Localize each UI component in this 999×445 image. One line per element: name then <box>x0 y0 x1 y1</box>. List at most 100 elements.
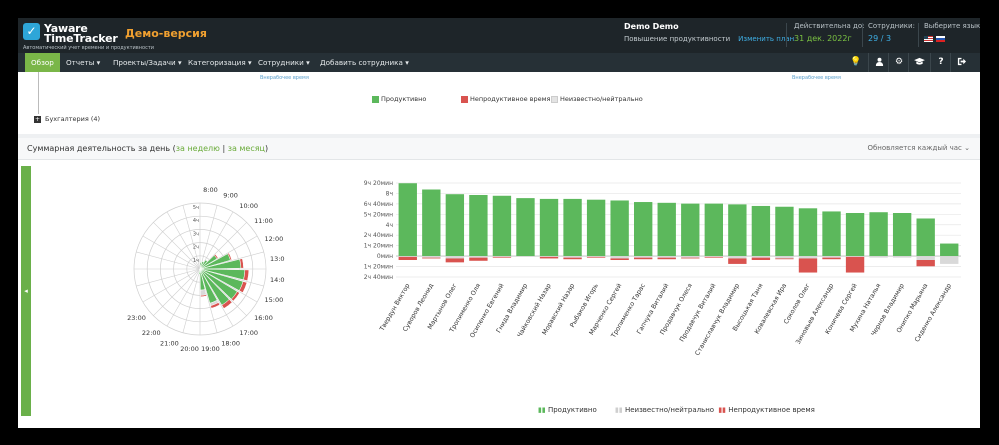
main-nav: Обзор Отчеты ▾ Проекты/Задачи ▾ Категори… <box>18 53 980 72</box>
bar-neutral <box>775 256 794 259</box>
nav-add-employee-label: Добавить сотрудника <box>320 58 403 67</box>
bar-neutral <box>469 256 488 258</box>
nav-add-employee[interactable]: Добавить сотрудника ▾ <box>320 53 409 72</box>
logo[interactable]: ✓ Yaware TimeTracker Автоматический учет… <box>23 21 173 51</box>
bar-unproductive <box>916 260 935 267</box>
bar-neutral <box>398 256 417 257</box>
bar-neutral <box>516 256 535 257</box>
radial-hour-label: 18:00 <box>221 339 240 347</box>
expand-plus-icon[interactable]: + <box>34 115 41 123</box>
bar-neutral <box>704 256 723 257</box>
radial-spoke <box>153 222 201 270</box>
bar-unproductive <box>492 256 512 258</box>
bar-productive <box>445 194 465 257</box>
language-box: Выберите язык: <box>924 22 980 43</box>
demo-version-label: Демо-версия <box>125 27 207 40</box>
language-label: Выберите язык: <box>924 22 980 30</box>
bar-chart-legend-icon: ▮▮ <box>615 406 623 414</box>
bar-unproductive <box>775 258 794 260</box>
radial-spoke <box>182 268 201 333</box>
employees-value[interactable]: 29 / 3 <box>868 34 892 43</box>
radial-spoke <box>166 268 201 327</box>
chevron-down-icon: ▾ <box>247 58 252 67</box>
header-divider <box>918 23 919 47</box>
radial-unproductive-wedge <box>243 269 250 281</box>
radial-spoke <box>199 211 234 270</box>
legend-unproductive: Непродуктивное время <box>461 95 550 103</box>
week-link[interactable]: за неделю <box>175 144 220 153</box>
bar-neutral <box>916 256 935 261</box>
flag-us-icon[interactable] <box>924 35 933 42</box>
top-header: ✓ Yaware TimeTracker Автоматический учет… <box>18 18 980 53</box>
bar-unproductive <box>657 257 676 260</box>
radial-neutral-wedge <box>200 289 207 296</box>
legend-neutral[interactable]: ▮▮ Неизвестно/нейтрально <box>615 406 714 414</box>
y-tick-label: 2ч 40мин <box>364 232 393 239</box>
off-hours-caption: Внерабочее время <box>260 75 309 81</box>
panel-header: Суммарная деятельность за день (за недел… <box>18 138 980 160</box>
bar-unproductive <box>681 257 700 259</box>
radial-spoke <box>136 268 201 287</box>
off-hours-caption: Внерабочее время <box>792 75 841 81</box>
bar-neutral <box>492 256 512 257</box>
radial-hour-label: 12:00 <box>265 235 284 243</box>
radial-hour-label: 14:00 <box>270 276 285 284</box>
month-link[interactable]: за месяц <box>227 144 265 153</box>
bar-unproductive <box>610 258 629 261</box>
bar-productive <box>798 208 818 257</box>
logout-icon[interactable] <box>950 53 971 72</box>
legend-label: Продуктивно <box>547 406 597 414</box>
bar-productive <box>892 213 912 257</box>
valid-until-value: 31 дек. 2022г <box>794 34 852 43</box>
nav-overview[interactable]: Обзор <box>25 53 60 72</box>
bulb-icon[interactable]: 💡 <box>850 57 862 67</box>
radial-hour-label: 21:00 <box>160 339 179 347</box>
legend-swatch <box>461 95 468 103</box>
radial-ring-label: 1ч <box>193 258 199 264</box>
department-panel: Внерабочее время Внерабочее время Продук… <box>18 72 980 134</box>
bar-neutral <box>892 256 912 258</box>
bar-productive <box>422 189 441 257</box>
legend-label: Непродуктивное время <box>470 95 551 103</box>
nav-employees[interactable]: Сотрудники ▾ <box>258 53 310 72</box>
nav-reports[interactable]: Отчеты ▾ <box>66 53 100 72</box>
legend-productive[interactable]: ▮▮ Продуктивно <box>538 406 597 414</box>
nav-projects[interactable]: Проекты/Задачи ▾ <box>113 53 182 72</box>
radial-hour-label: 23:00 <box>127 314 146 322</box>
tree-item-accounting[interactable]: + Бухгалтерия (4) <box>34 115 100 123</box>
bar-neutral <box>610 256 629 259</box>
flag-ru-icon[interactable] <box>936 35 945 42</box>
bar-neutral <box>798 256 818 259</box>
bar-unproductive <box>586 256 606 258</box>
user-icon[interactable] <box>868 53 889 72</box>
app-window: ✓ Yaware TimeTracker Автоматический учет… <box>18 18 980 428</box>
nav-categorization[interactable]: Категоризация ▾ <box>188 53 252 72</box>
bar-unproductive <box>845 256 865 273</box>
graduation-icon[interactable] <box>908 53 929 72</box>
bar-neutral <box>445 256 465 259</box>
radial-ring-label: 3ч <box>193 231 199 237</box>
bar-productive <box>845 213 865 257</box>
bar-chart-legend: ▮▮ Продуктивно ▮▮ Неизвестно/нейтрально … <box>538 406 815 414</box>
bar-unproductive <box>539 256 559 259</box>
y-tick-label: 8ч <box>386 190 393 197</box>
radial-productive-wedge <box>198 268 201 271</box>
bar-unproductive <box>751 257 771 261</box>
y-tick-label: 9ч 20мин <box>364 180 393 187</box>
bar-productive <box>492 195 512 257</box>
radial-ring-label: 5ч <box>193 205 199 211</box>
change-plan-link[interactable]: Изменить план <box>738 35 795 43</box>
bar-neutral <box>657 256 676 258</box>
header-divider <box>786 23 787 47</box>
radial-unproductive-wedge <box>213 254 219 260</box>
help-icon[interactable]: ? <box>930 53 951 72</box>
update-note[interactable]: Обновляется каждый час ⌄ <box>867 144 970 152</box>
collapse-tab[interactable]: ◂ <box>21 166 31 416</box>
panel-title-text: Суммарная деятельность за день <box>27 144 171 153</box>
tree-item-label: Бухгалтерия (4) <box>45 115 101 123</box>
x-category-label: Станиславчук Владимир <box>694 283 741 357</box>
bar-productive <box>657 202 676 257</box>
chevron-down-icon: ▾ <box>96 58 101 67</box>
gear-icon[interactable]: ⚙ <box>888 53 909 72</box>
legend-unproductive[interactable]: ▮▮ Непродуктивное время <box>718 406 815 414</box>
